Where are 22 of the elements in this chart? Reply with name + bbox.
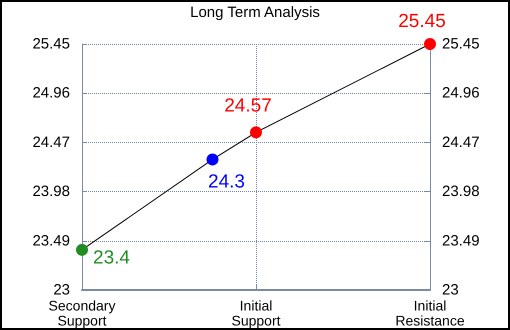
y-tick-label: 24.47 [32,134,70,151]
y2-tick-label: 24.47 [442,134,480,151]
data-label: 24.3 [208,171,245,192]
y-tick-label: 23.49 [32,232,70,250]
data-label: 23.4 [93,247,130,268]
y2-tick-label: 24.96 [442,84,480,102]
y-tick-label: 23 [53,282,70,298]
y2-tick-label: 25.45 [442,36,480,52]
point [250,126,262,138]
x-tick-label: Initial Resistance [395,298,465,328]
y-tick-label: 23.98 [32,183,70,200]
data-label: 24.57 [224,95,272,116]
chart-title: Long Term Analysis [190,4,320,21]
point [206,153,218,166]
y2-tick-label: 23 [442,282,459,298]
point [424,38,436,50]
y-tick-label: 25.45 [32,36,70,52]
data-label: 25.45 [398,11,446,32]
y2-tick-label: 23.49 [442,232,480,250]
point [76,244,88,256]
y-tick-label: 24.96 [32,84,70,102]
y2-tick-label: 23.98 [442,183,480,200]
